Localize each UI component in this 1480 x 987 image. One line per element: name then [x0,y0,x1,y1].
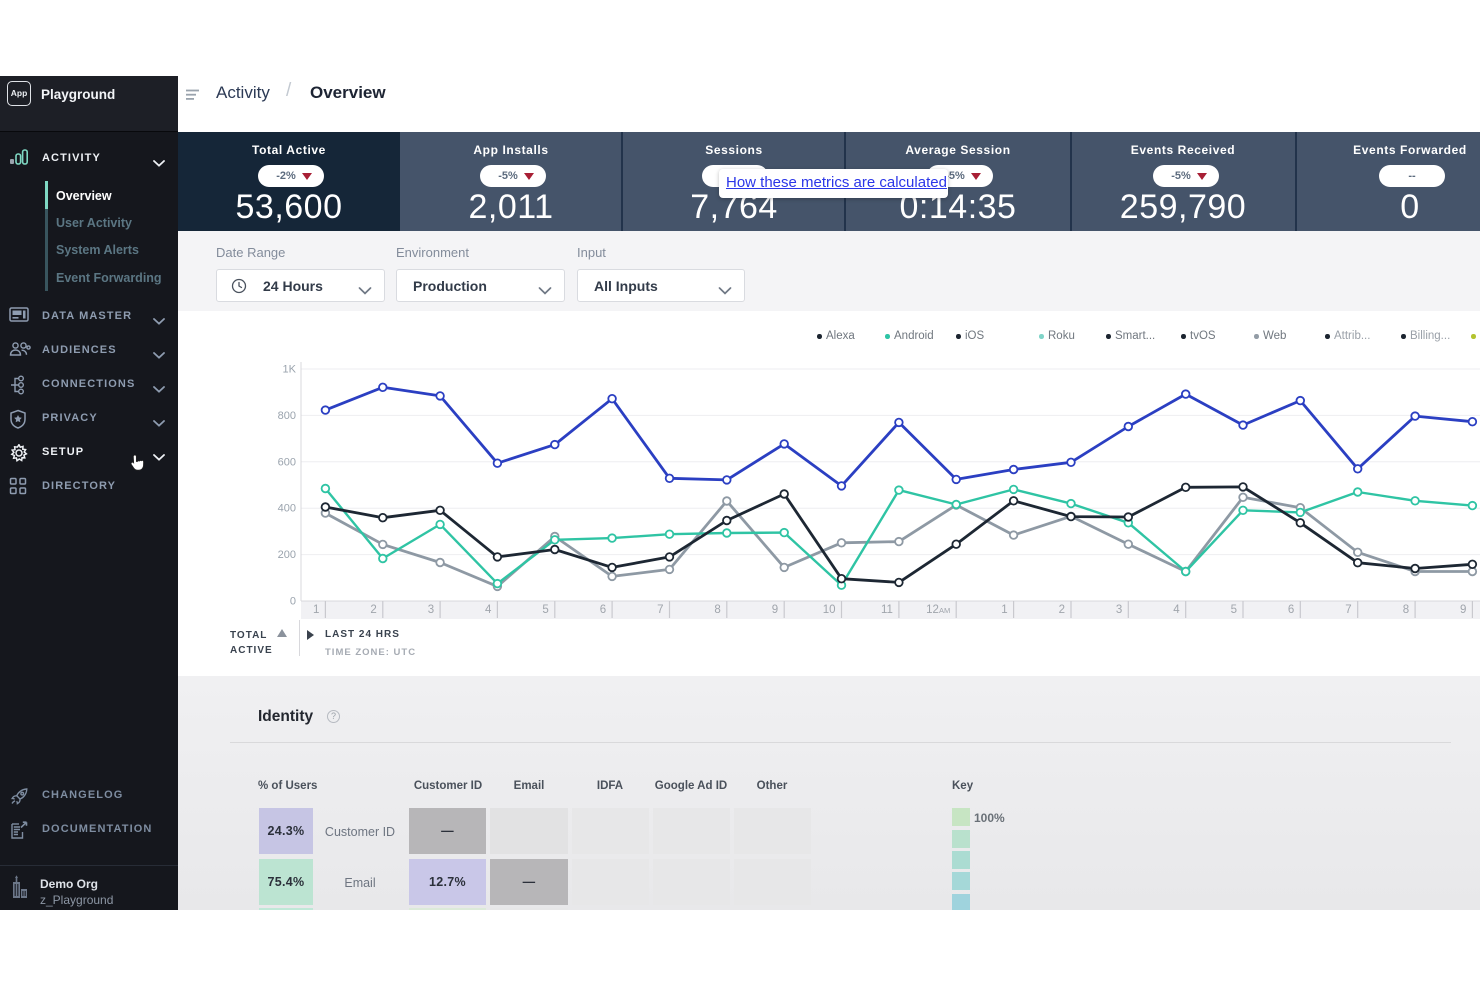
svg-text:200: 200 [278,549,296,561]
svg-text:6: 6 [1288,604,1294,616]
svg-text:3: 3 [1116,604,1122,616]
svg-text:1: 1 [1001,604,1007,616]
svg-text:400: 400 [278,503,296,515]
svg-text:5: 5 [1231,604,1237,616]
svg-text:800: 800 [278,410,296,422]
svg-text:4: 4 [1173,604,1180,616]
svg-text:6: 6 [600,604,606,616]
svg-text:1K: 1K [283,364,297,376]
svg-text:7: 7 [657,604,663,616]
svg-text:600: 600 [278,456,296,468]
svg-text:4: 4 [485,604,492,616]
svg-text:2: 2 [1059,604,1065,616]
svg-text:9: 9 [772,604,778,616]
svg-text:3: 3 [428,604,434,616]
svg-text:0: 0 [290,596,296,608]
svg-text:10: 10 [823,604,836,616]
svg-text:12AM: 12AM [926,604,950,616]
svg-text:5: 5 [542,604,548,616]
svg-text:2: 2 [370,604,376,616]
svg-text:8: 8 [1403,604,1409,616]
svg-text:7: 7 [1345,604,1351,616]
svg-text:1: 1 [313,604,319,616]
svg-text:11: 11 [881,604,893,616]
svg-text:8: 8 [714,604,720,616]
svg-text:9: 9 [1460,604,1466,616]
